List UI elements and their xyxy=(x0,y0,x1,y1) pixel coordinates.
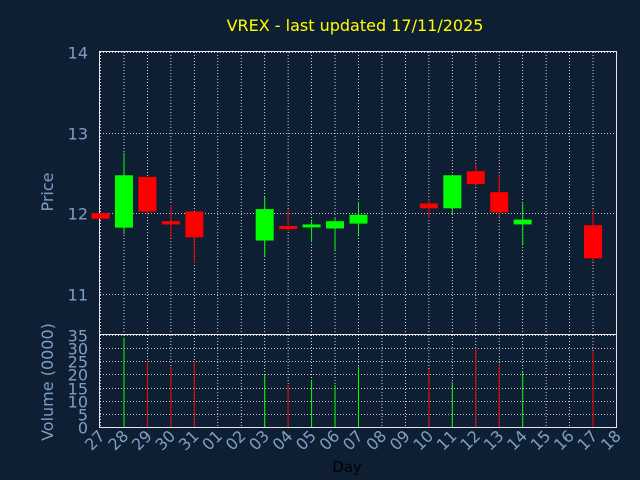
candle-body xyxy=(466,171,485,185)
candle-body xyxy=(138,176,157,212)
candle-12 xyxy=(466,164,485,186)
candle-31 xyxy=(185,211,204,264)
candle-body xyxy=(302,224,321,228)
candle-10 xyxy=(419,199,438,218)
candle-body xyxy=(443,175,462,209)
candle-body xyxy=(185,211,204,238)
candle-body xyxy=(255,209,274,241)
x-axis-label: Day xyxy=(332,458,362,476)
candle-04 xyxy=(279,209,298,231)
candle-29 xyxy=(138,176,157,215)
candle-body xyxy=(349,214,368,224)
candle-body xyxy=(114,175,133,228)
volume-bars xyxy=(123,337,594,427)
chart-title: VREX - last updated 17/11/2025 xyxy=(227,16,484,35)
volume-tick-label: 25 xyxy=(68,353,88,372)
volume-tick-label: 10 xyxy=(68,393,88,412)
candle-body xyxy=(584,225,603,259)
candle-30 xyxy=(161,205,180,238)
volume-tick-label: 5 xyxy=(78,406,88,425)
price-panel: 11 12 13 14 Price xyxy=(38,44,617,335)
volume-panel-frame xyxy=(99,334,617,428)
x-tick-labels: 2728293031010203040506070809101112131415… xyxy=(81,426,625,454)
volume-tick-label: 0 xyxy=(78,419,88,438)
candle-body xyxy=(490,192,509,213)
candle-body xyxy=(161,221,180,225)
candle-body xyxy=(513,219,532,225)
candlesticks xyxy=(91,152,603,264)
price-tick-label: 13 xyxy=(68,125,88,144)
candle-27 xyxy=(91,213,110,220)
candle-28 xyxy=(114,152,133,235)
candle-07 xyxy=(349,201,368,235)
candle-14 xyxy=(513,203,532,246)
volume-tick-label: 35 xyxy=(68,327,88,346)
candle-body xyxy=(279,226,298,230)
candle-03 xyxy=(255,197,274,257)
volume-tick-label: 15 xyxy=(68,380,88,399)
price-tick-label: 12 xyxy=(68,205,88,224)
volume-tick-label: 20 xyxy=(68,366,88,385)
price-axis-label: Price xyxy=(38,172,57,211)
volume-axis-label: Volume (0000) xyxy=(38,323,57,441)
candle-05 xyxy=(302,219,321,243)
price-tick-labels: 11 12 13 14 xyxy=(68,44,88,305)
price-tick-label: 14 xyxy=(68,44,88,63)
candle-17 xyxy=(584,209,603,262)
candle-body xyxy=(91,213,110,219)
candle-11 xyxy=(443,175,462,214)
candle-body xyxy=(419,203,438,209)
candle-13 xyxy=(490,174,509,218)
price-tick-label: 11 xyxy=(68,286,88,305)
candle-06 xyxy=(326,217,345,251)
volume-tick-label: 30 xyxy=(68,340,88,359)
candle-body xyxy=(326,221,345,229)
